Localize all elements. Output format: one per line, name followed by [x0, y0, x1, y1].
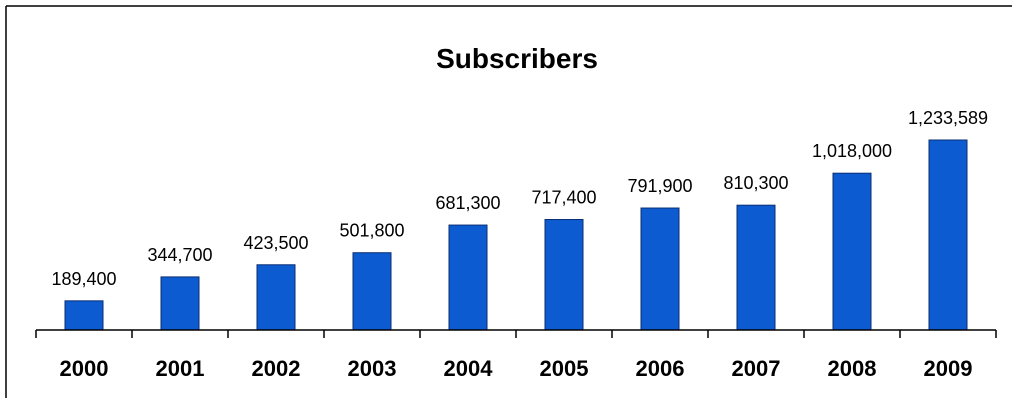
- bar-2002: [256, 264, 296, 331]
- bars-group: [64, 139, 968, 331]
- bar-2008: [832, 172, 872, 331]
- x-tick-label-2002: 2002: [252, 356, 301, 381]
- data-label-2007: 810,300: [723, 173, 788, 193]
- data-label-2001: 344,700: [147, 245, 212, 265]
- data-label-2006: 791,900: [627, 176, 692, 196]
- value-labels-group: 189,400 344,700 423,500 501,800 681,300 717,4…: [51, 108, 988, 289]
- data-label-2009: 1,233,589: [908, 108, 988, 128]
- bar-2006: [640, 207, 680, 331]
- x-tick-label-2001: 2001: [156, 356, 205, 381]
- bar-2001: [160, 276, 200, 331]
- bar-2004: [448, 224, 488, 331]
- data-label-2008: 1,018,000: [812, 141, 892, 161]
- x-tick-label-2009: 2009: [924, 356, 973, 381]
- x-tick-label-2005: 2005: [540, 356, 589, 381]
- data-label-2004: 681,300: [435, 193, 500, 213]
- bar-2003: [352, 252, 392, 331]
- x-tick-label-2006: 2006: [636, 356, 685, 381]
- x-tick-label-2007: 2007: [732, 356, 781, 381]
- data-label-2002: 423,500: [243, 233, 308, 253]
- x-tick-label-2000: 2000: [60, 356, 109, 381]
- x-tick-label-2003: 2003: [348, 356, 397, 381]
- data-label-2000: 189,400: [51, 269, 116, 289]
- data-label-2005: 717,400: [531, 188, 596, 208]
- data-label-2003: 501,800: [339, 221, 404, 241]
- bar-2005: [544, 219, 584, 331]
- chart-title: Subscribers: [436, 43, 598, 74]
- tick-labels-group: 2000 2001 2002 2003 2004 2005 2006 2007 2008 2009: [60, 356, 973, 381]
- bar-2009: [928, 139, 968, 331]
- bar-2007: [736, 204, 776, 331]
- x-tick-label-2004: 2004: [444, 356, 494, 381]
- x-tick-label-2008: 2008: [828, 356, 877, 381]
- bar-2000: [64, 300, 104, 331]
- tick-marks-group: [35, 330, 997, 338]
